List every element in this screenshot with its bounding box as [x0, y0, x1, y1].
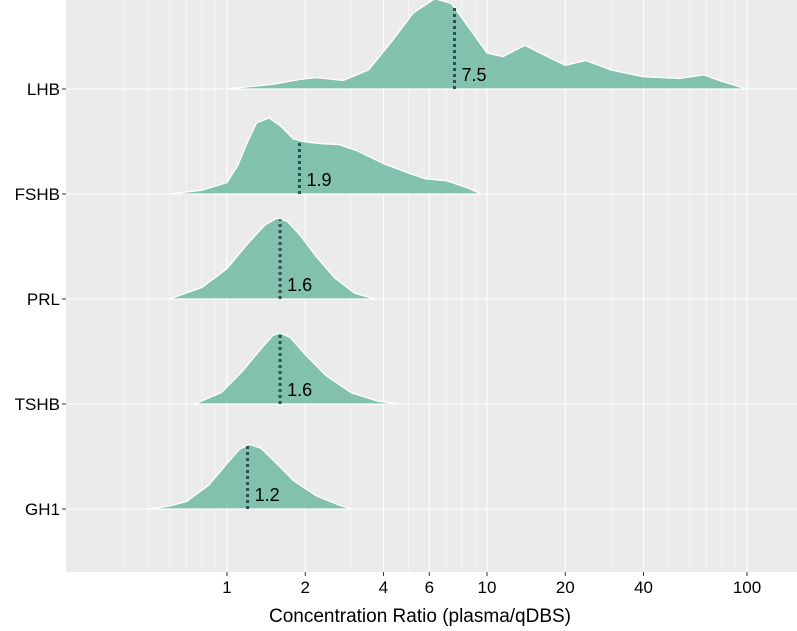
x-tick-label: 1 — [222, 578, 231, 597]
density-area-lhb — [226, 0, 748, 90]
density-area-prl — [169, 217, 375, 300]
plot-panel — [66, 0, 797, 572]
y-tick-label-fshb: FSHB — [15, 185, 60, 204]
x-tick-label: 100 — [733, 578, 761, 597]
x-tick-label: 2 — [301, 578, 310, 597]
ridge-fshb: 1.9 — [169, 117, 482, 195]
y-tick-label-lhb: LHB — [27, 80, 60, 99]
x-tick-label: 40 — [634, 578, 653, 597]
ridges: 7.5 1.9 1.6 1.6 1.2 — [148, 0, 748, 510]
ridge-tshb: 1.6 — [194, 332, 400, 405]
y-tick-label-tshb: TSHB — [15, 395, 60, 414]
median-label-tshb: 1.6 — [287, 380, 312, 400]
y-axis: LHB FSHB PRL TSHB GH1 — [15, 80, 66, 519]
density-area-gh1 — [148, 443, 352, 510]
median-label-fshb: 1.9 — [306, 170, 331, 190]
x-tick-label: 20 — [556, 578, 575, 597]
x-tick-label: 4 — [379, 578, 388, 597]
ridge-prl: 1.6 — [169, 217, 375, 300]
x-tick-label: 6 — [425, 578, 434, 597]
y-tick-label-prl: PRL — [27, 290, 60, 309]
median-label-lhb: 7.5 — [462, 65, 487, 85]
y-tick-label-gh1: GH1 — [25, 500, 60, 519]
x-tick-label: 10 — [478, 578, 497, 597]
median-label-prl: 1.6 — [287, 275, 312, 295]
density-area-tshb — [194, 332, 400, 405]
density-area-fshb — [169, 117, 482, 195]
ridge-gh1: 1.2 — [148, 443, 352, 510]
x-axis-title: Concentration Ratio (plasma/qDBS) — [269, 606, 571, 627]
ridge-lhb: 7.5 — [226, 0, 748, 90]
median-label-gh1: 1.2 — [255, 485, 280, 505]
x-axis: 1 2 4 6 10 20 40 100 — [222, 572, 761, 597]
